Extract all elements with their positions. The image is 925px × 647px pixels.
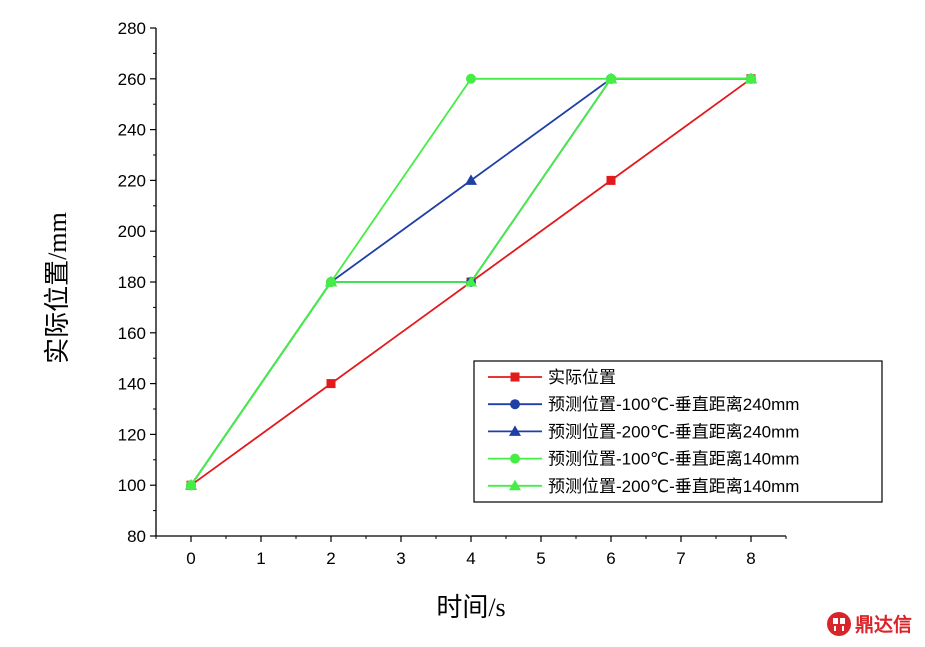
data-point bbox=[465, 276, 477, 287]
y-tick-label: 140 bbox=[118, 375, 146, 394]
legend-item: 预测位置-200℃-垂直距离240mm bbox=[488, 422, 799, 441]
x-tick-label: 2 bbox=[326, 549, 335, 568]
legend-label: 预测位置-200℃-垂直距离140mm bbox=[548, 477, 799, 496]
data-point bbox=[325, 276, 337, 287]
legend-label: 预测位置-100℃-垂直距离240mm bbox=[548, 395, 799, 414]
y-tick-label: 120 bbox=[118, 425, 146, 444]
x-tick-label: 0 bbox=[186, 549, 195, 568]
x-tick-label: 8 bbox=[746, 549, 755, 568]
legend-item: 预测位置-100℃-垂直距离240mm bbox=[488, 395, 799, 414]
data-point bbox=[326, 379, 336, 389]
y-tick-label: 80 bbox=[127, 527, 146, 546]
y-tick-label: 100 bbox=[118, 476, 146, 495]
data-point bbox=[745, 72, 757, 84]
y-tick-label: 240 bbox=[118, 121, 146, 140]
x-axis-title: 时间/s bbox=[436, 593, 505, 622]
legend-item: 预测位置-100℃-垂直距离140mm bbox=[488, 450, 799, 469]
x-tick-label: 3 bbox=[396, 549, 405, 568]
x-tick-label: 4 bbox=[466, 549, 475, 568]
legend-marker bbox=[510, 399, 520, 410]
legend-marker bbox=[509, 425, 521, 436]
series-5 bbox=[185, 72, 757, 490]
legend-marker bbox=[510, 372, 520, 382]
legend-item: 实际位置 bbox=[488, 368, 616, 387]
data-point bbox=[606, 175, 616, 185]
ticks: 80 100 120 140 160 180 200 220 240 260 280 0 1 2 3 4 5 6 7… bbox=[118, 19, 787, 568]
watermark-logo: 鼎达信 bbox=[826, 610, 912, 637]
series-layer bbox=[185, 72, 757, 491]
legend-marker bbox=[510, 453, 520, 464]
x-tick-label: 6 bbox=[606, 549, 615, 568]
logo-icon bbox=[827, 611, 851, 636]
legend-label: 预测位置-100℃-垂直距离140mm bbox=[548, 450, 799, 469]
data-point bbox=[466, 73, 476, 84]
legend-label: 预测位置-200℃-垂直距离240mm bbox=[548, 422, 799, 441]
y-tick-label: 260 bbox=[118, 70, 146, 89]
y-tick-label: 200 bbox=[118, 222, 146, 241]
x-tick-label: 7 bbox=[676, 549, 685, 568]
legend-marker bbox=[509, 479, 521, 491]
y-tick-label: 220 bbox=[118, 171, 146, 190]
x-tick-label: 5 bbox=[536, 549, 545, 568]
legend-item: 预测位置-200℃-垂直距离140mm bbox=[488, 477, 799, 496]
data-point bbox=[185, 479, 197, 490]
data-point bbox=[605, 72, 617, 84]
data-point bbox=[465, 174, 477, 185]
legend-label: 实际位置 bbox=[548, 368, 616, 387]
y-tick-label: 280 bbox=[118, 19, 146, 38]
watermark-text: 鼎达信 bbox=[855, 614, 913, 636]
y-tick-label: 160 bbox=[118, 324, 146, 343]
y-tick-label: 180 bbox=[118, 273, 146, 292]
y-axis-title: 实际位置/mm bbox=[43, 212, 72, 364]
x-tick-label: 1 bbox=[256, 549, 265, 568]
